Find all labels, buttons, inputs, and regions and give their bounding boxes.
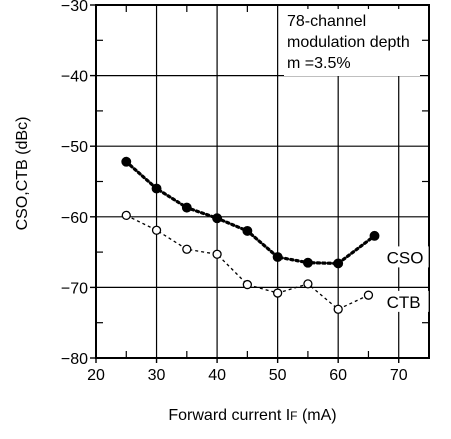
point-cso [151, 183, 162, 194]
x-tick-label: 40 [208, 367, 226, 384]
series-label-cso: CSO [387, 248, 424, 267]
x-tick-label: 30 [148, 367, 166, 384]
y-axis-title: CSO,CTB (dBc) [14, 117, 31, 231]
point-ctb [363, 290, 374, 300]
point-ctb [121, 210, 131, 221]
point-cso [302, 257, 313, 268]
point-ctb [151, 225, 162, 235]
point-ctb [303, 279, 313, 289]
axis-titles: CSO,CTB (dBc) Forward current IF (mA) [14, 117, 337, 424]
plot-frame-rect [95, 4, 430, 359]
series-line-cso [124, 160, 377, 266]
series-label-backing [384, 246, 429, 268]
x-tick-label: 60 [329, 367, 347, 384]
point-ctb [182, 244, 192, 254]
annotation: 78-channel modulation depth m =3.5% CSO CTB [284, 9, 429, 312]
series-label-ctb: CTB [387, 293, 421, 312]
y-tick-label: −60 [61, 210, 88, 227]
point-cso [212, 213, 223, 224]
x-tick-label: 70 [390, 367, 408, 384]
point-ctb [242, 279, 253, 290]
point-cso [242, 225, 253, 236]
y-tick-label: −30 [61, 0, 88, 15]
point-cso [369, 230, 380, 241]
point-cso [121, 156, 132, 167]
series-label-backing [384, 290, 429, 312]
annotation-backing [284, 9, 420, 76]
series-markers [121, 156, 380, 314]
y-tick-label: −40 [61, 69, 88, 86]
annotation-line: modulation depth [287, 34, 410, 51]
y-tick-label: −80 [61, 351, 88, 368]
annotation-line: 78-channel [287, 13, 366, 30]
annotation-line: m =3.5% [287, 55, 351, 72]
y-tick-label: −50 [61, 139, 88, 156]
x-tick-label: 20 [87, 367, 105, 384]
plot-frame [95, 4, 430, 359]
y-tick-label: −70 [61, 280, 88, 297]
point-ctb [212, 249, 222, 259]
x-axis-title: Forward current IF (mA) [168, 407, 336, 424]
point-ctb [272, 288, 283, 298]
point-cso [181, 202, 192, 213]
x-tick-label: 50 [269, 367, 287, 384]
point-ctb [333, 304, 343, 314]
point-cso [272, 252, 283, 262]
point-cso [333, 258, 344, 269]
